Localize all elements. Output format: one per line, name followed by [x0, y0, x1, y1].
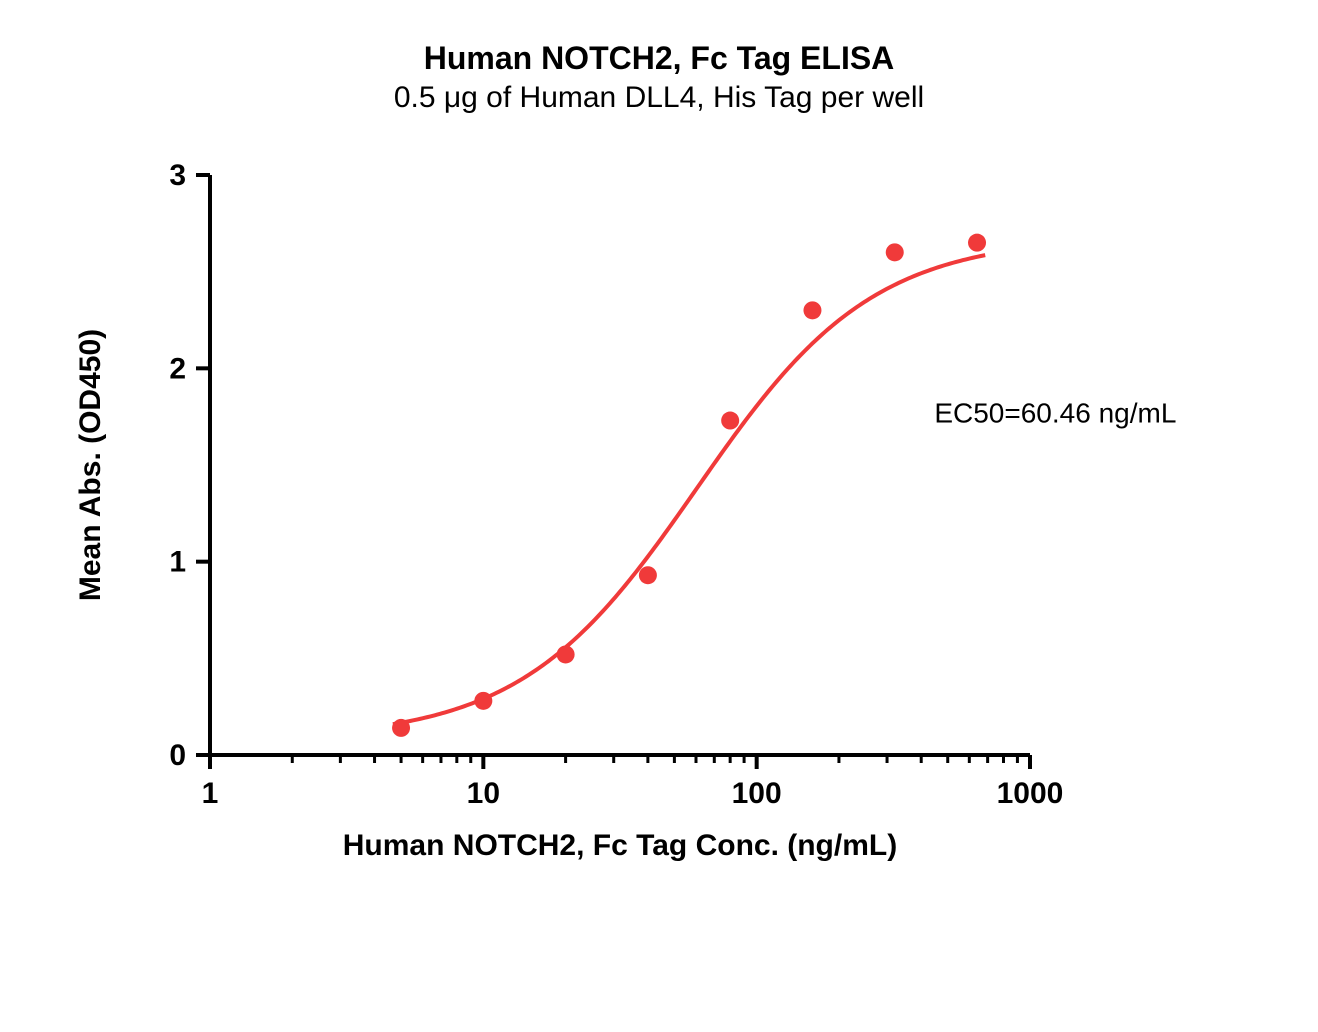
svg-text:10: 10 — [467, 777, 500, 810]
svg-text:3: 3 — [169, 159, 186, 192]
svg-text:Human NOTCH2, Fc Tag Conc. (ng: Human NOTCH2, Fc Tag Conc. (ng/mL) — [343, 829, 897, 862]
plot-area: 01231101001000Human NOTCH2, Fc Tag Conc.… — [0, 0, 1318, 1032]
svg-text:100: 100 — [732, 777, 782, 810]
svg-text:1: 1 — [202, 777, 219, 810]
chart-container: Human NOTCH2, Fc Tag ELISA 0.5 μg of Hum… — [0, 0, 1318, 1032]
svg-text:1000: 1000 — [997, 777, 1064, 810]
svg-text:Mean Abs. (OD450): Mean Abs. (OD450) — [74, 329, 107, 601]
svg-text:2: 2 — [169, 352, 186, 385]
svg-text:EC50=60.46 ng/mL: EC50=60.46 ng/mL — [934, 397, 1176, 428]
svg-text:0: 0 — [169, 739, 186, 772]
svg-text:1: 1 — [169, 546, 186, 579]
